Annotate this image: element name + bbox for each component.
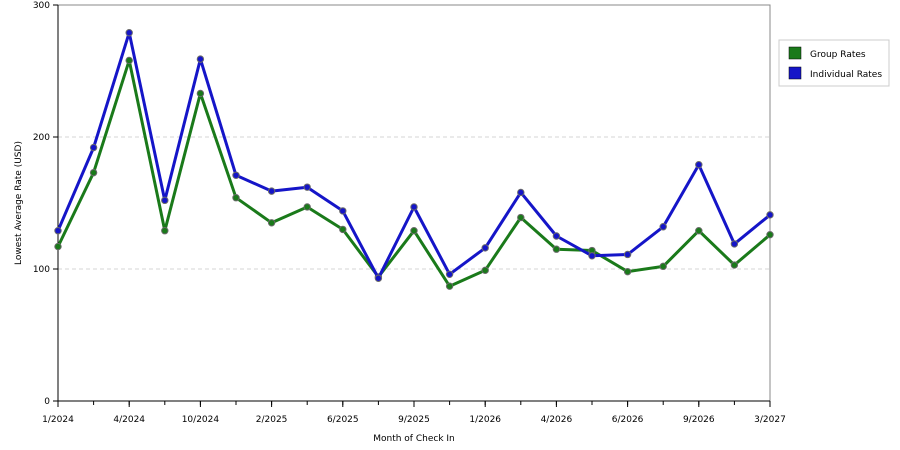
data-point — [339, 225, 347, 234]
x-tick-label: 9/2026 — [683, 415, 715, 425]
y-tick-label: 300 — [33, 1, 50, 11]
data-point — [623, 250, 632, 259]
data-point — [659, 262, 667, 271]
data-point — [161, 196, 169, 205]
x-tick-label: 9/2025 — [398, 415, 430, 425]
x-tick-label: 1/2026 — [469, 415, 501, 425]
x-tick-label: 4/2024 — [113, 415, 145, 425]
legend-label-individual-rates: Individual Rates — [810, 70, 882, 80]
series-group-rates — [54, 56, 774, 290]
data-point — [232, 194, 240, 202]
data-point — [89, 143, 98, 152]
plot-frame — [57, 4, 771, 402]
data-point — [196, 55, 205, 63]
data-point — [54, 242, 62, 251]
x-tick-label: 6/2026 — [612, 415, 644, 425]
data-point — [695, 227, 703, 235]
data-point — [445, 270, 454, 278]
data-point — [410, 203, 418, 211]
data-point — [89, 168, 98, 177]
y-axis-title: Lowest Average Rate (USD) — [14, 141, 24, 265]
y-axis: 0 100 200 300 — [33, 1, 59, 407]
x-axis: 1/2024 4/2024 10/2024 2/2025 6/2025 9/2025 1/2… — [42, 400, 786, 425]
data-point — [267, 187, 276, 195]
x-tick-label: 2/2025 — [256, 415, 288, 425]
data-point — [730, 261, 739, 269]
data-point — [517, 188, 525, 197]
data-point — [54, 227, 62, 235]
data-point — [196, 89, 205, 98]
x-tick-label: 10/2024 — [182, 415, 220, 425]
data-point — [659, 223, 667, 231]
data-point — [125, 56, 133, 65]
data-point — [303, 203, 311, 211]
x-axis-title: Month of Check In — [373, 434, 455, 444]
data-point — [623, 267, 632, 276]
data-point — [766, 230, 774, 239]
data-point — [552, 232, 561, 240]
x-tick-label: 1/2024 — [42, 415, 74, 425]
data-point — [232, 171, 240, 179]
legend-swatch-group-rates — [788, 46, 802, 60]
series-layer — [54, 29, 774, 290]
data-point — [695, 161, 703, 169]
x-tick-label: 3/2027 — [754, 415, 786, 425]
x-tick-label: 6/2025 — [327, 415, 359, 425]
y-tick-label: 0 — [44, 397, 50, 407]
data-point — [303, 183, 311, 191]
data-point — [588, 252, 596, 260]
data-point — [267, 219, 276, 227]
data-point — [766, 211, 774, 219]
legend: Group Rates Individual Rates — [778, 39, 890, 87]
y-tick-label: 200 — [33, 133, 50, 143]
data-point — [374, 274, 383, 282]
data-point — [339, 207, 347, 215]
series-individual-rates — [54, 29, 774, 282]
data-point — [517, 213, 525, 222]
data-point — [481, 266, 489, 275]
y-tick-label: 100 — [33, 265, 50, 275]
legend-swatch-individual-rates — [788, 66, 802, 80]
data-point — [552, 245, 561, 253]
data-point — [410, 227, 418, 235]
data-point — [730, 240, 739, 248]
legend-label-group-rates: Group Rates — [810, 50, 866, 60]
x-tick-label: 4/2026 — [541, 415, 573, 425]
data-point — [125, 29, 133, 37]
data-point — [445, 282, 454, 290]
data-point — [481, 244, 489, 252]
data-point — [161, 227, 169, 235]
plot-area: 0 100 200 300 1/2024 4/2024 10/2024 2/2025 6/20… — [33, 1, 786, 425]
